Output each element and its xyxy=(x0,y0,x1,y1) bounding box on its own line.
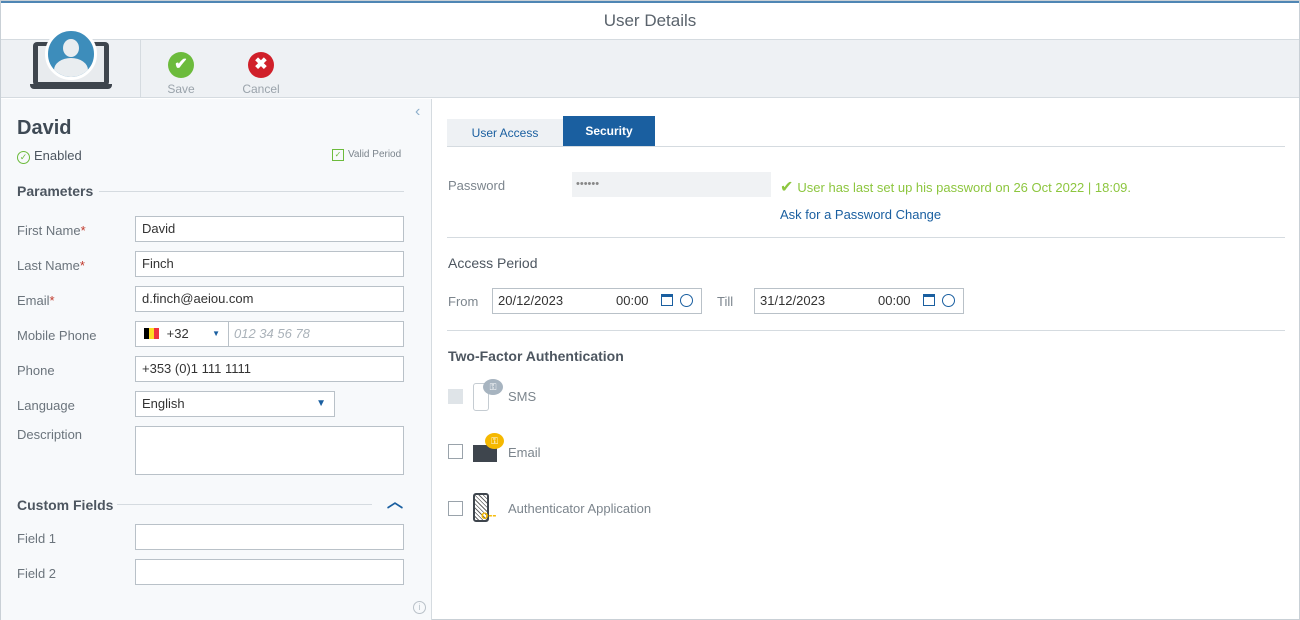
calendar-icon[interactable] xyxy=(661,294,673,306)
info-icon[interactable]: i xyxy=(413,601,426,614)
close-icon: ✖ xyxy=(248,52,274,78)
window-title: User Details xyxy=(1,1,1299,40)
first-name-input[interactable]: David xyxy=(135,216,404,242)
authenticator-checkbox[interactable] xyxy=(448,501,463,516)
field-1-input[interactable] xyxy=(135,524,404,550)
phone-label: Phone xyxy=(17,363,55,378)
collapse-panel-button[interactable]: ‹ xyxy=(415,103,421,120)
custom-fields-heading: Custom Fields xyxy=(17,497,114,513)
clock-icon[interactable] xyxy=(942,294,955,307)
field-2-label: Field 2 xyxy=(17,566,57,581)
check-icon: ✔ xyxy=(168,52,194,78)
tab-user-access[interactable]: User Access xyxy=(447,119,563,146)
status-badge: ✓ Enabled xyxy=(17,148,82,164)
email-label: Email* xyxy=(17,293,55,308)
email-checkbox[interactable] xyxy=(448,444,463,459)
mobile-phone-field: +32 ▼ 012 34 56 78 xyxy=(135,321,404,347)
envelope-key-icon xyxy=(473,445,497,462)
check-circle-icon: ✓ xyxy=(17,151,30,164)
language-label: Language xyxy=(17,398,75,413)
country-code-select[interactable]: +32 ▼ xyxy=(136,322,229,346)
two-factor-option-authenticator: o‑‑ Authenticator Application xyxy=(448,489,748,523)
toolbar: ✔ Save ✖ Cancel xyxy=(1,28,1299,98)
user-name: David xyxy=(17,117,72,139)
last-name-label: Last Name* xyxy=(17,258,85,273)
email-input[interactable]: d.finch@aeiou.com xyxy=(135,286,404,312)
field-1-label: Field 1 xyxy=(17,531,57,546)
qr-phone-key-icon xyxy=(473,493,489,522)
parameters-heading: Parameters xyxy=(17,183,94,199)
language-select[interactable]: English ▼ xyxy=(135,391,335,417)
password-input[interactable]: •••••• xyxy=(572,172,771,197)
mobile-phone-input[interactable]: 012 34 56 78 xyxy=(234,326,310,341)
tab-security[interactable]: Security xyxy=(563,116,655,146)
save-button[interactable]: ✔ Save xyxy=(151,52,211,96)
from-label: From xyxy=(448,294,479,309)
cancel-button[interactable]: ✖ Cancel xyxy=(231,52,291,96)
till-datetime-input[interactable]: 31/12/2023 00:00 xyxy=(754,288,964,314)
chevron-up-icon[interactable]: ︿ xyxy=(387,494,404,511)
security-panel: User Access Security Password •••••• ✔ Us… xyxy=(433,99,1299,620)
description-input[interactable] xyxy=(135,426,404,475)
user-avatar xyxy=(30,24,115,90)
chevron-down-icon: ▼ xyxy=(212,329,220,338)
phone-key-icon xyxy=(473,383,489,411)
access-period-heading: Access Period xyxy=(448,255,538,271)
belgium-flag-icon xyxy=(144,328,159,339)
clock-icon[interactable] xyxy=(680,294,693,307)
calendar-icon[interactable] xyxy=(923,294,935,306)
two-factor-option-sms: ⚿ SMS xyxy=(448,379,748,413)
two-factor-option-email: ⚿ Email xyxy=(448,433,748,467)
calendar-check-icon: ✓ xyxy=(332,149,344,161)
password-status: ✔ User has last set up his password on 26… xyxy=(780,179,1132,196)
description-label: Description xyxy=(17,427,83,442)
chevron-down-icon: ▼ xyxy=(316,398,326,409)
from-datetime-input[interactable]: 20/12/2023 00:00 xyxy=(492,288,702,314)
valid-period-button[interactable]: ✓ Valid Period xyxy=(332,149,401,161)
till-label: Till xyxy=(717,294,734,309)
sms-checkbox[interactable] xyxy=(448,389,463,404)
password-label: Password xyxy=(448,178,506,193)
ask-password-change-link[interactable]: Ask for a Password Change xyxy=(780,207,942,222)
first-name-label: First Name* xyxy=(17,223,86,238)
last-name-input[interactable]: Finch xyxy=(135,251,404,277)
user-panel: ‹ David ✓ Enabled ✓ Valid Period Parameter… xyxy=(1,99,432,620)
phone-input[interactable]: +353 (0)1 111 1111 xyxy=(135,356,404,382)
checkmark-icon: ✔ xyxy=(780,179,794,196)
field-2-input[interactable] xyxy=(135,559,404,585)
mobile-phone-label: Mobile Phone xyxy=(17,328,97,343)
two-factor-heading: Two-Factor Authentication xyxy=(448,348,624,364)
